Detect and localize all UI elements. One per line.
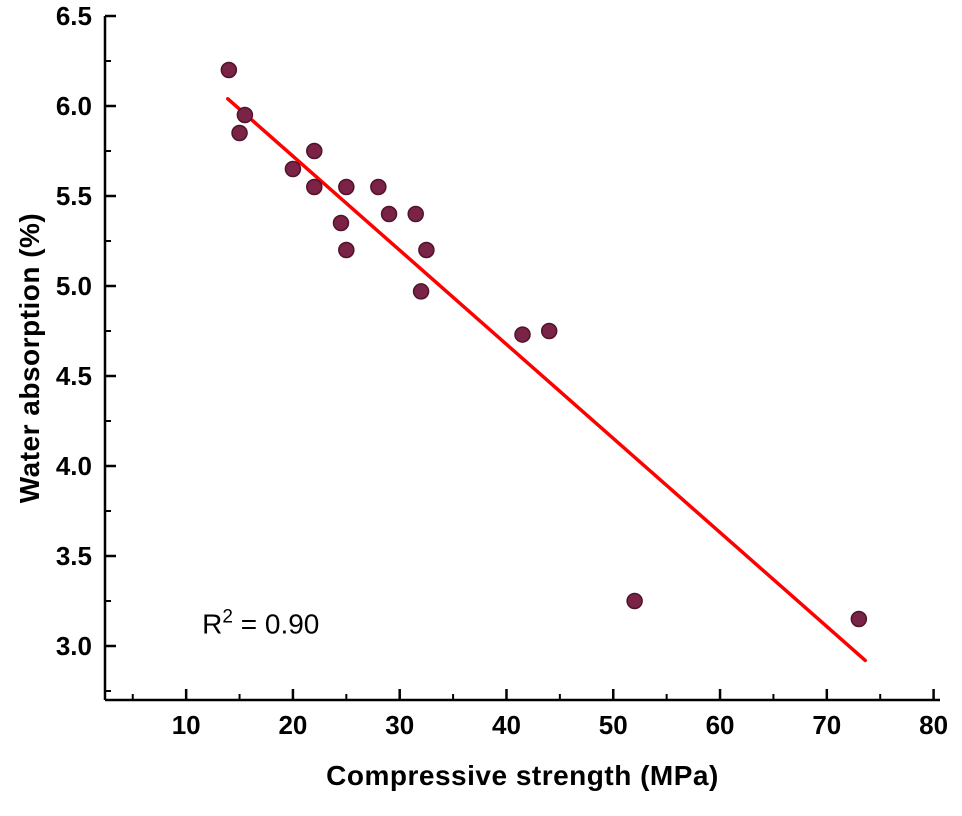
data-point	[306, 142, 323, 160]
x-tick-label: 80	[919, 710, 948, 740]
data-point	[626, 592, 643, 610]
y-tick-label: 3.5	[56, 541, 92, 571]
y-tick-label: 5.5	[56, 181, 92, 211]
x-tick-label: 40	[492, 710, 521, 740]
data-point	[380, 205, 398, 223]
x-tick-label: 20	[278, 710, 307, 740]
data-point	[850, 610, 868, 628]
x-tick-label: 50	[599, 710, 628, 740]
y-tick-label: 4.5	[56, 361, 92, 391]
x-tick-label: 70	[812, 710, 841, 740]
data-point	[418, 241, 435, 259]
r-squared-annotation: R2 = 0.90	[202, 606, 319, 639]
y-tick-label: 6.0	[56, 91, 92, 121]
x-tick-label: 30	[385, 710, 414, 740]
y-tick-label: 3.0	[56, 631, 92, 661]
data-point	[412, 283, 430, 300]
data-point	[284, 160, 302, 178]
data-point	[231, 124, 248, 142]
y-tick-label: 4.0	[56, 451, 92, 481]
data-point	[370, 178, 387, 196]
data-point	[540, 322, 558, 340]
y-tick-label: 5.0	[56, 271, 92, 301]
data-point	[332, 214, 350, 232]
x-axis-title: Compressive strength (MPa)	[326, 760, 719, 791]
data-point	[514, 326, 531, 343]
data-point	[236, 106, 254, 124]
data-point	[220, 61, 238, 79]
data-point	[407, 205, 424, 223]
trend-line	[226, 97, 868, 663]
x-tick-label: 10	[172, 710, 201, 740]
y-tick-label: 6.5	[56, 1, 92, 31]
data-point	[306, 178, 323, 196]
x-tick-label: 60	[706, 710, 735, 740]
data-point	[338, 178, 355, 196]
y-axis-title: Water absorption (%)	[14, 212, 45, 504]
data-point	[338, 241, 355, 259]
